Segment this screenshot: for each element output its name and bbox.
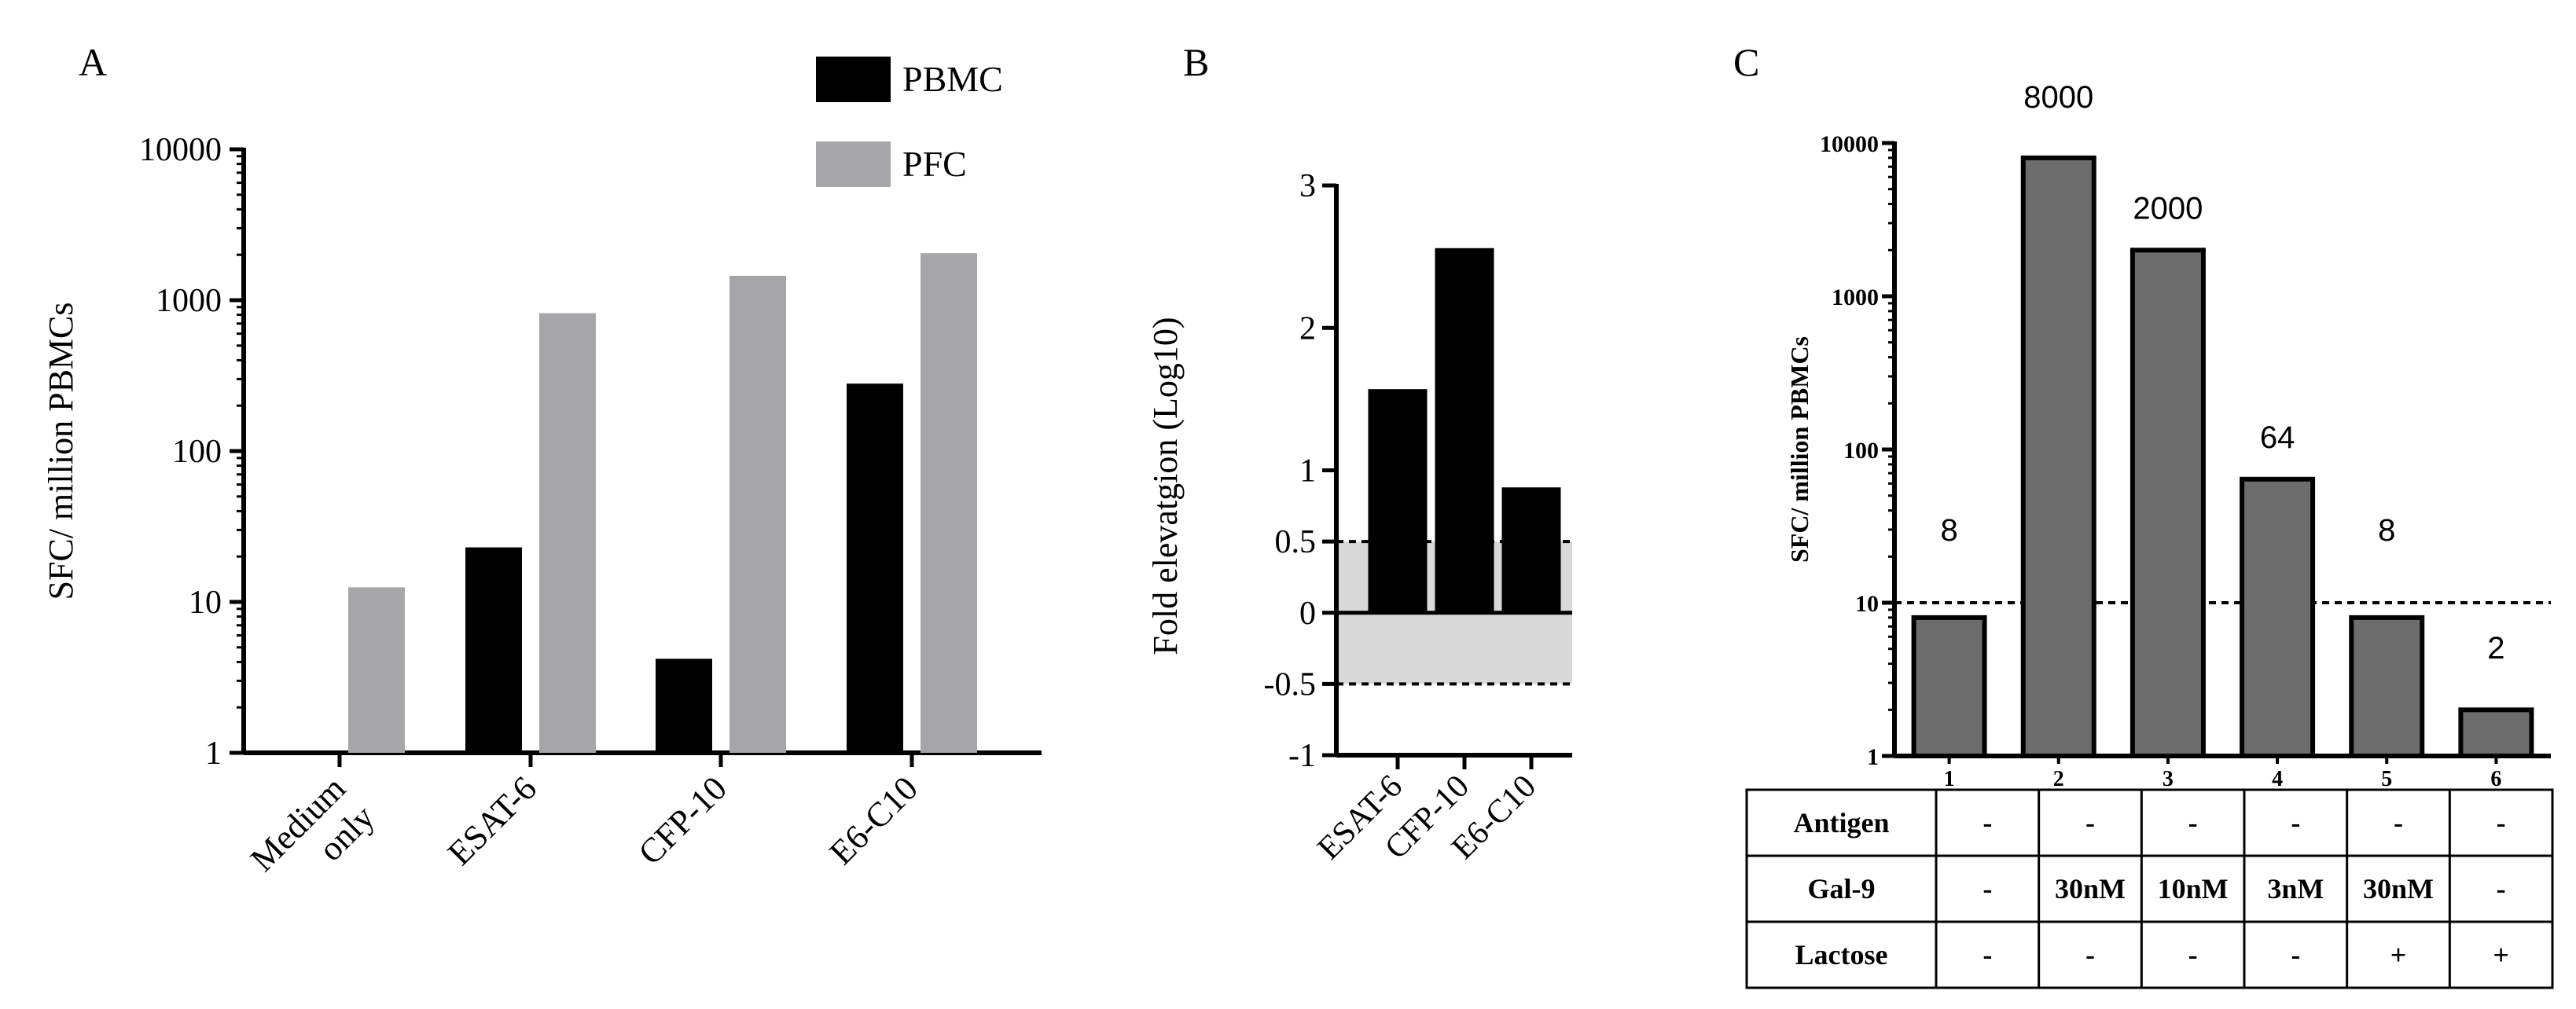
y-tick-label-4: 10000 — [1820, 131, 1879, 157]
bar-5 — [2458, 707, 2534, 758]
bar-pbmc-1 — [465, 547, 522, 753]
table-row-label-antigen: Antigen — [1793, 807, 1889, 838]
bar-4 — [2349, 615, 2425, 759]
x-category-label-line: ESAT-6 — [440, 769, 544, 872]
table-cell: - — [2188, 807, 2198, 838]
x-category-label-3: 4 — [2272, 767, 2283, 791]
y-tick-label-6: 3 — [1299, 168, 1316, 204]
bar-pfc-0 — [348, 587, 405, 753]
table-cell: 10nM — [2158, 873, 2229, 904]
x-category-label-3: E6-C10 — [822, 769, 925, 871]
condition-table — [1745, 788, 2554, 989]
bar-pfc-3 — [921, 253, 977, 753]
table-cell: - — [2497, 873, 2506, 904]
panel-c: C 8 1 8000 2 2000 3 64 4 8 5 2 6 1 10 100 1000 10000 SFC/ … — [1733, 40, 2554, 989]
table-cell: - — [2291, 807, 2300, 838]
y-tick-label-3: 1000 — [1832, 284, 1879, 310]
value-label-2: 2000 — [2133, 191, 2203, 226]
table-cell: - — [2497, 807, 2506, 838]
bar-pbmc-2 — [656, 659, 712, 753]
table-cell: 3nM — [2267, 873, 2324, 904]
panel-letter-b: B — [1183, 40, 1209, 84]
y-tick-label-1: 10 — [1855, 591, 1879, 617]
y-tick-label-1: 10 — [189, 585, 222, 621]
x-category-label-5: 6 — [2490, 767, 2501, 791]
y-tick-label-2: 0 — [1299, 596, 1316, 632]
value-label-3: 64 — [2260, 420, 2295, 455]
bar-pfc-1 — [539, 313, 596, 753]
table-cell: + — [2390, 939, 2407, 970]
x-category-label-0: 1 — [1944, 767, 1955, 791]
value-label-4: 8 — [2378, 513, 2395, 548]
bar-3 — [2240, 476, 2316, 759]
y-tick-label-1: -0.5 — [1264, 666, 1317, 703]
legend-label-pfc: PFC — [902, 144, 967, 184]
x-category-label-line: CFP-10 — [631, 769, 734, 871]
table-cell: - — [1983, 939, 1992, 970]
y-tick-label-0: 1 — [205, 736, 222, 772]
x-category-label-2: CFP-10 — [631, 769, 734, 871]
bar-0 — [1911, 615, 1987, 759]
table-cell: - — [2188, 939, 2198, 970]
table-cell: - — [2394, 807, 2403, 838]
y-tick-label-0: -1 — [1288, 738, 1316, 774]
y-tick-label-2: 100 — [172, 434, 222, 470]
x-category-label-1: ESAT-6 — [440, 769, 544, 872]
y-tick-label-5: 2 — [1299, 310, 1316, 347]
legend-swatch-pfc — [816, 141, 891, 187]
bar-2 — [1501, 487, 1561, 613]
bar-0 — [1368, 389, 1428, 613]
y-axis-label: Fold elevatgion (Log10) — [1146, 317, 1185, 655]
table-row-label-gal-9: Gal-9 — [1808, 873, 1876, 904]
x-category-label-line: E6-C10 — [822, 769, 925, 871]
bar-1 — [2020, 155, 2096, 758]
table-row-label-lactose: Lactose — [1795, 939, 1888, 970]
table-cell: - — [1983, 873, 1992, 904]
legend-label-pbmc: PBMC — [902, 59, 1003, 99]
y-tick-label-4: 10000 — [139, 132, 222, 168]
y-tick-label-3: 1000 — [156, 283, 222, 319]
table-cell: - — [2085, 939, 2095, 970]
y-axis-label: SFC/ million PBMCs — [42, 302, 80, 600]
value-label-1: 8000 — [2023, 80, 2093, 115]
panel-letter-c: C — [1733, 40, 1759, 84]
bar-pfc-2 — [729, 276, 786, 753]
table-cell: 30nM — [2363, 873, 2434, 904]
y-tick-label-2: 100 — [1843, 438, 1879, 464]
y-tick-label-4: 1 — [1299, 453, 1316, 490]
table-cell: - — [2291, 939, 2300, 970]
y-tick-label-0: 1 — [1867, 744, 1879, 770]
table-cell: + — [2493, 939, 2509, 970]
bar-1 — [1435, 248, 1494, 613]
table-cell: - — [1983, 807, 1992, 838]
y-axis-label: SFC/ million PBMCs — [1785, 336, 1813, 563]
x-category-label-2: 3 — [2163, 767, 2174, 791]
panel-letter-a: A — [79, 40, 107, 84]
x-category-label-4: 5 — [2381, 767, 2392, 791]
bar-pbmc-3 — [847, 383, 903, 753]
x-category-label-1: 2 — [2053, 767, 2064, 791]
value-label-5: 2 — [2487, 631, 2504, 666]
y-tick-label-3: 0.5 — [1275, 524, 1317, 560]
legend-swatch-pbmc — [816, 57, 891, 102]
x-category-label-0: Mediumonly — [243, 769, 382, 908]
bar-2 — [2130, 248, 2206, 759]
table-cell: - — [2085, 807, 2095, 838]
table-cell: 30nM — [2055, 873, 2126, 904]
value-label-0: 8 — [1940, 513, 1957, 548]
panel-a: A 1 10 100 1000 10000 SFC/ million PBMCs Medium… — [42, 40, 1042, 908]
